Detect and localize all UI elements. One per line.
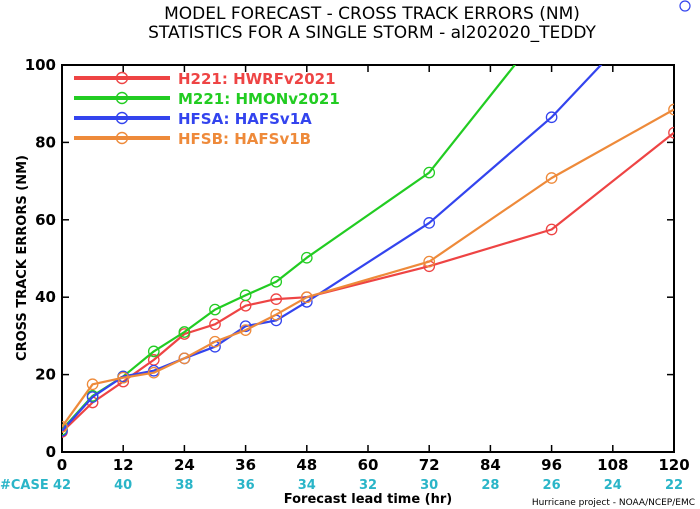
series-point	[147, 366, 160, 379]
series-point	[423, 255, 436, 268]
series-point	[62, 424, 68, 437]
series-point	[668, 126, 674, 139]
case-count: 34	[298, 478, 316, 493]
legend-swatch-marker	[115, 91, 129, 105]
legend-entry-label: HFSA: HAFSv1A	[178, 110, 312, 128]
x-tick-label: 120	[658, 456, 689, 474]
series-point	[239, 289, 252, 302]
series-point	[117, 371, 130, 384]
case-count: 36	[237, 478, 255, 493]
legend: H221: HWRFv2021 M221: HMONv2021 HFSA: HAFS…	[74, 70, 340, 148]
y-tick-label: 0	[46, 443, 56, 461]
case-count: 24	[604, 478, 622, 493]
series-point	[178, 326, 191, 338]
x-tick-label: 108	[597, 456, 628, 474]
series-point	[423, 166, 436, 179]
legend-entry-label: H221: HWRFv2021	[178, 70, 336, 88]
x-tick-label: 0	[57, 456, 67, 474]
series-point	[545, 223, 558, 236]
chart-subtitle: STATISTICS FOR A SINGLE STORM - al202020…	[148, 23, 596, 43]
series-point	[423, 217, 436, 229]
case-count: 40	[114, 478, 132, 493]
case-count: 26	[543, 478, 561, 493]
ticks-layer: 0 12 24 36 48 60 72 84 96 108 120 0 20 40 60 80 100	[25, 56, 690, 474]
case-label: #CASE	[0, 478, 49, 493]
series-point	[668, 103, 674, 116]
y-tick-label: 40	[35, 288, 56, 306]
series-point	[545, 111, 558, 124]
x-tick-label: 24	[174, 456, 195, 474]
plot-frame	[61, 64, 675, 453]
x-tick-label: 96	[541, 456, 562, 474]
legend-entry-label: HFSB: HAFSv1B	[178, 130, 311, 148]
legend-swatch-marker	[115, 131, 129, 145]
series-line	[62, 131, 674, 433]
series-point	[86, 391, 99, 403]
series-point	[209, 318, 221, 331]
x-tick-label: 48	[296, 456, 317, 474]
legend-entry-label: M221: HMONv2021	[178, 90, 340, 108]
case-count: 42	[53, 478, 71, 493]
case-count: 28	[481, 478, 499, 493]
corner-marker	[679, 0, 691, 12]
y-tick-label: 100	[25, 56, 56, 74]
y-tick-label: 60	[35, 211, 56, 229]
series-4	[62, 103, 674, 433]
series-point	[147, 345, 160, 358]
series-point	[178, 352, 191, 365]
x-tick-label: 36	[235, 456, 256, 474]
case-count: 22	[665, 478, 683, 493]
x-tick-label: 60	[358, 456, 379, 474]
y-axis-label: CROSS TRACK ERRORS (NM)	[15, 155, 30, 361]
y-tick-label: 80	[35, 133, 56, 151]
plot-area	[61, 64, 675, 453]
series-point	[270, 293, 283, 305]
series-point	[62, 420, 68, 433]
x-tick-label: 12	[113, 456, 134, 474]
series-line	[62, 108, 674, 428]
y-tick-label: 20	[35, 366, 56, 384]
series-point	[545, 172, 558, 184]
series-point	[300, 291, 313, 304]
series-point	[239, 324, 252, 336]
case-count: 38	[175, 478, 193, 493]
series-point	[270, 275, 283, 288]
series-point	[270, 308, 283, 321]
series-point	[300, 251, 313, 264]
series-point	[209, 303, 221, 316]
x-axis-label: Forecast lead time (hr)	[284, 492, 452, 507]
case-count: 30	[420, 478, 438, 493]
case-counts: 42 40 38 36 34 32 30 28 26 24 22	[53, 478, 683, 493]
series-layer	[62, 65, 674, 438]
series-point	[86, 378, 99, 391]
series-point	[209, 335, 221, 348]
x-tick-label: 72	[419, 456, 440, 474]
series-1	[62, 126, 674, 438]
credit-text: Hurricane project - NOAA/NCEP/EMC	[532, 498, 695, 508]
case-count: 32	[359, 478, 377, 493]
series-point	[239, 320, 252, 333]
chart-title: MODEL FORECAST - CROSS TRACK ERRORS (NM)	[164, 4, 580, 24]
legend-swatch-marker	[115, 111, 129, 125]
legend-swatch-marker	[115, 71, 129, 85]
x-tick-label: 84	[480, 456, 501, 474]
